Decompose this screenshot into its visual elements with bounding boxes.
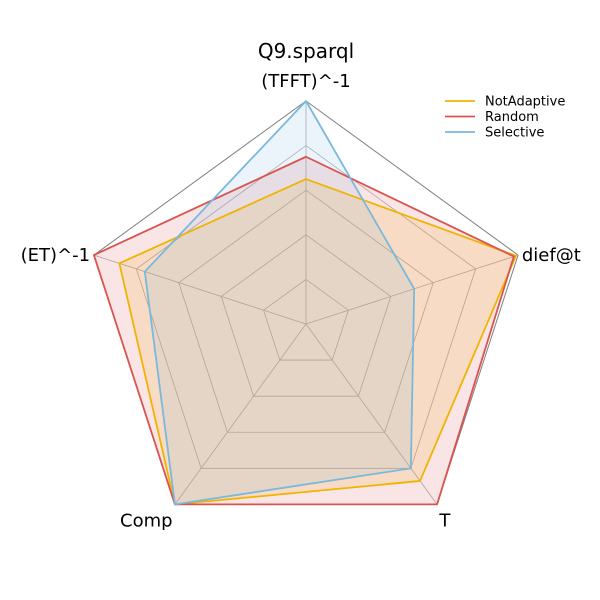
grid-spoke bbox=[93, 254, 307, 325]
series-line-selective bbox=[143, 100, 416, 506]
series-area-notadaptive bbox=[119, 179, 516, 505]
grid-spoke bbox=[305, 254, 519, 325]
grid-ring bbox=[135, 145, 477, 469]
grid-spoke bbox=[305, 323, 438, 505]
axis-label: T bbox=[438, 510, 451, 531]
axis-label: (ET)^-1 bbox=[21, 245, 90, 266]
axis-label: Comp bbox=[120, 510, 173, 531]
grid-ring bbox=[263, 278, 349, 361]
grid-ring bbox=[220, 234, 392, 397]
series-line-notadaptive bbox=[118, 178, 517, 506]
radar-axis-labels: (TFFT)^-1 dief@t T Comp (ET)^-1 bbox=[21, 71, 581, 531]
series-area-selective bbox=[144, 101, 415, 505]
series-area-random bbox=[93, 156, 514, 505]
legend-label: Random bbox=[485, 110, 539, 125]
legend-label: Selective bbox=[485, 126, 544, 141]
axis-label: dief@t bbox=[522, 245, 581, 266]
chart-title: Q9.sparql bbox=[258, 39, 354, 63]
series-line-random bbox=[93, 155, 515, 506]
grid-spoke bbox=[174, 323, 307, 505]
radar-series-layer bbox=[93, 100, 517, 506]
axis-label: (TFFT)^-1 bbox=[261, 71, 350, 92]
legend-label: NotAdaptive bbox=[485, 95, 565, 110]
grid-ring bbox=[178, 189, 434, 433]
